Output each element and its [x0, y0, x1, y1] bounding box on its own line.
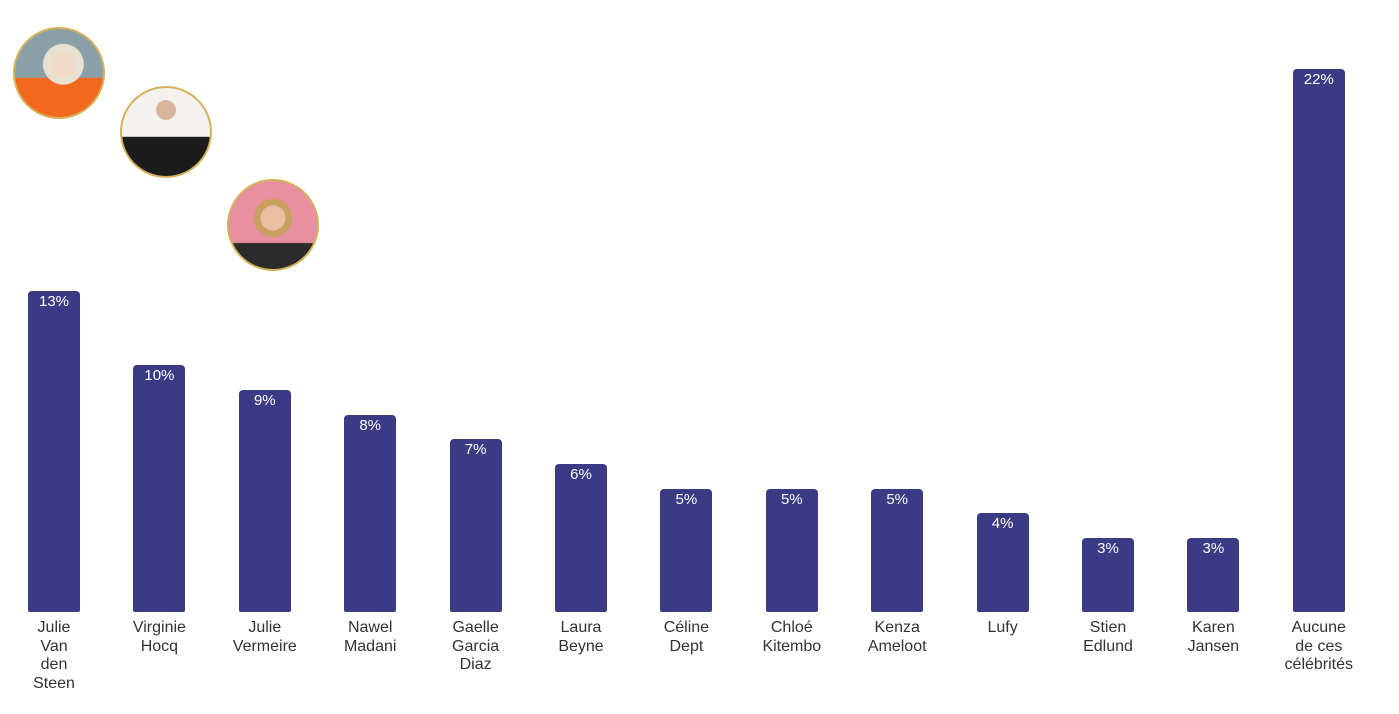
x-tick-label-wrap: Laura Beyne: [526, 619, 636, 656]
value-label: 9%: [253, 391, 276, 409]
x-tick-label: Virginie Hocq: [132, 619, 186, 655]
photo: [120, 86, 212, 178]
value-label: 4%: [991, 515, 1014, 533]
bar: 3%: [1082, 537, 1134, 612]
value-label: 10%: [144, 367, 175, 385]
value-label: 22%: [1303, 71, 1334, 88]
x-tick-label-wrap: Céline Dept: [631, 619, 741, 656]
bar: 5%: [871, 488, 924, 612]
x-tick-label-wrap: Julie Van den Steen: [0, 619, 109, 693]
x-tick-label-wrap: Virginie Hocq: [104, 619, 214, 656]
bar: 3%: [1187, 537, 1240, 612]
bar: 7%: [449, 439, 502, 612]
x-tick-label-wrap: Julie Vermeire: [210, 619, 320, 656]
x-tick-label: Lufy: [987, 619, 1018, 636]
value-label: 13%: [38, 293, 70, 311]
value-label: 7%: [464, 441, 487, 459]
bar: 4%: [976, 513, 1029, 612]
x-tick-label-wrap: Karen Jansen: [1158, 619, 1268, 656]
value-label: 5%: [675, 490, 698, 508]
x-tick-label-wrap: Nawel Madani: [315, 619, 425, 656]
bar: 9%: [238, 389, 291, 612]
x-tick-label: Julie Vermeire: [232, 619, 297, 655]
value-label: 6%: [570, 465, 592, 483]
x-tick-label-wrap: Aucune de ces célébrités: [1264, 619, 1374, 675]
value-label: 3%: [1097, 539, 1119, 557]
value-label: 5%: [886, 490, 909, 508]
photo: [13, 27, 105, 119]
photo: [227, 179, 319, 271]
x-tick-label-wrap: Gaelle Garcia Diaz: [421, 619, 531, 675]
x-tick-label: Laura Beyne: [558, 619, 604, 655]
bar: 5%: [660, 488, 713, 612]
x-tick-label: Karen Jansen: [1187, 619, 1240, 655]
x-tick-label: Céline Dept: [663, 619, 710, 655]
bar: 5%: [765, 488, 818, 612]
x-tick-label: Chloé Kitembo: [762, 619, 822, 655]
x-tick-label: Aucune de ces célébrités: [1284, 619, 1354, 673]
value-label: 3%: [1202, 539, 1225, 557]
x-tick-label-wrap: Kenza Ameloot: [842, 619, 952, 656]
bar: 22%: [1292, 69, 1345, 612]
value-label: 5%: [780, 490, 803, 508]
x-tick-label-wrap: Stien Edlund: [1053, 619, 1163, 656]
bar: 8%: [344, 414, 397, 612]
x-tick-label: Gaelle Garcia Diaz: [452, 619, 500, 673]
bar: 10%: [133, 365, 186, 612]
x-tick-label: Kenza Ameloot: [867, 619, 927, 655]
bar: 13%: [28, 291, 80, 612]
x-tick-label: Julie Van den Steen: [33, 619, 75, 692]
bar: 6%: [555, 463, 607, 612]
x-tick-label-wrap: Chloé Kitembo: [737, 619, 847, 656]
x-tick-label-wrap: Lufy: [948, 619, 1058, 638]
x-tick-label: Stien Edlund: [1083, 619, 1133, 655]
x-tick-label: Nawel Madani: [343, 619, 397, 655]
value-label: 8%: [359, 416, 382, 434]
